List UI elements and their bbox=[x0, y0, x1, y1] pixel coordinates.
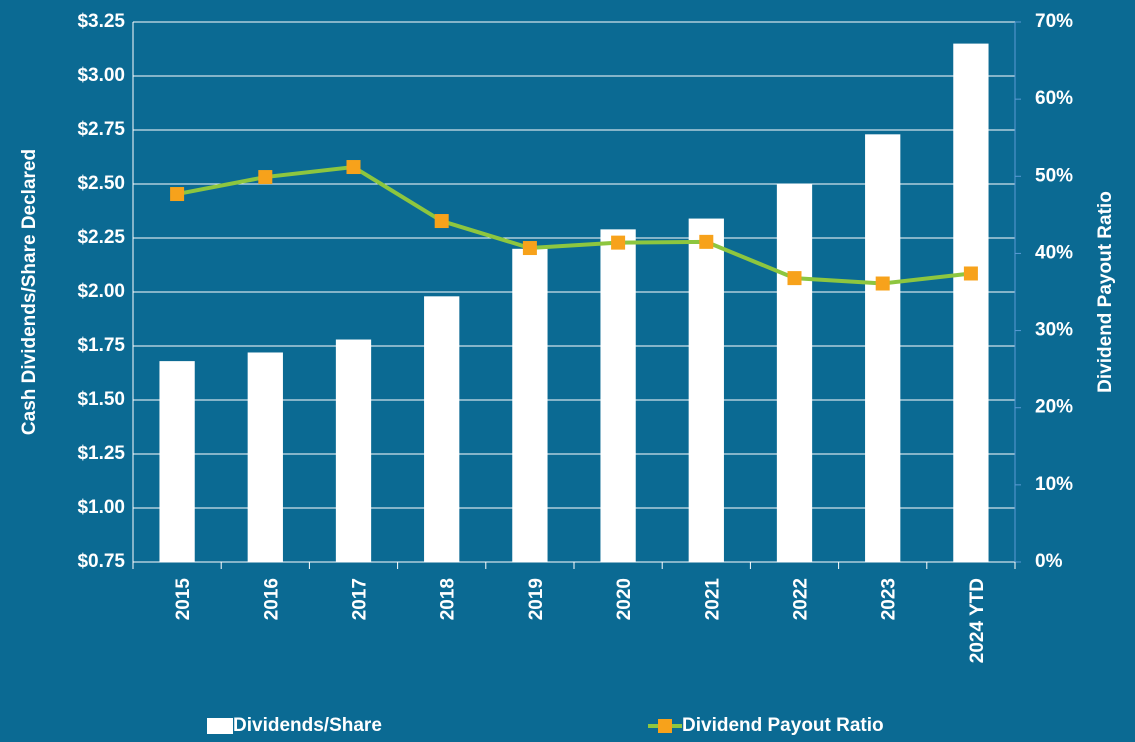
bar bbox=[247, 352, 283, 562]
bar bbox=[424, 296, 460, 562]
line bbox=[176, 164, 972, 286]
x-tick-label: 2015 bbox=[173, 578, 194, 621]
x-tick-label: 2023 bbox=[879, 578, 900, 620]
y-tick-label: $0.75 bbox=[77, 551, 125, 572]
bar bbox=[600, 229, 636, 563]
x-tick-label: 2016 bbox=[261, 578, 282, 620]
y-tick-label: $1.50 bbox=[77, 389, 125, 410]
bar bbox=[688, 218, 724, 562]
x-tick-label: 2022 bbox=[791, 578, 812, 620]
y2-axis-label: Dividend Payout Ratio bbox=[1095, 191, 1116, 393]
marker bbox=[522, 241, 537, 256]
y-tick-label: $2.25 bbox=[77, 227, 125, 248]
bar bbox=[865, 134, 901, 562]
marker bbox=[787, 271, 802, 286]
y-tick-label: $1.00 bbox=[77, 497, 125, 518]
bar bbox=[953, 43, 989, 563]
bar bbox=[335, 339, 372, 562]
y-tick-label: $2.50 bbox=[77, 173, 125, 194]
marker bbox=[875, 276, 890, 291]
marker bbox=[699, 234, 714, 249]
x-tick-label: 2019 bbox=[526, 578, 547, 620]
legend-swatch bbox=[658, 719, 672, 733]
y-tick-label: $2.00 bbox=[77, 281, 125, 302]
y2-tick-label: 10% bbox=[1035, 474, 1073, 495]
marker bbox=[434, 214, 449, 229]
y2-tick-label: 40% bbox=[1035, 242, 1073, 263]
y-tick-label: $3.00 bbox=[77, 65, 125, 86]
y-tick-label: $2.75 bbox=[77, 119, 125, 140]
marker bbox=[963, 266, 978, 281]
y2-tick-label: 20% bbox=[1035, 397, 1073, 418]
y2-tick-label: 60% bbox=[1035, 88, 1073, 109]
legend-label: Dividends/Share bbox=[233, 715, 382, 736]
y-tick-label: $1.25 bbox=[77, 443, 125, 464]
y2-tick-label: 0% bbox=[1035, 551, 1063, 572]
y-axis-label: Cash Dividends/Share Declared bbox=[19, 149, 40, 435]
bar bbox=[512, 248, 548, 563]
bar bbox=[776, 184, 813, 562]
x-tick-label: 2017 bbox=[350, 578, 371, 620]
marker bbox=[258, 170, 273, 185]
y-tick-label: $1.75 bbox=[77, 335, 125, 356]
marker bbox=[170, 187, 185, 202]
legend-label: Dividend Payout Ratio bbox=[682, 715, 884, 736]
legend-swatch bbox=[207, 718, 233, 734]
x-tick-label: 2021 bbox=[702, 578, 723, 621]
y2-tick-label: 70% bbox=[1035, 11, 1073, 32]
marker bbox=[346, 160, 361, 175]
x-tick-label: 2024 YTD bbox=[967, 578, 988, 663]
x-tick-label: 2020 bbox=[614, 578, 635, 620]
marker bbox=[611, 235, 626, 250]
y2-tick-label: 30% bbox=[1035, 320, 1073, 341]
x-tick-label: 2018 bbox=[438, 578, 459, 620]
y-tick-label: $3.25 bbox=[77, 11, 125, 32]
y2-tick-label: 50% bbox=[1035, 165, 1073, 186]
bar bbox=[159, 361, 195, 562]
